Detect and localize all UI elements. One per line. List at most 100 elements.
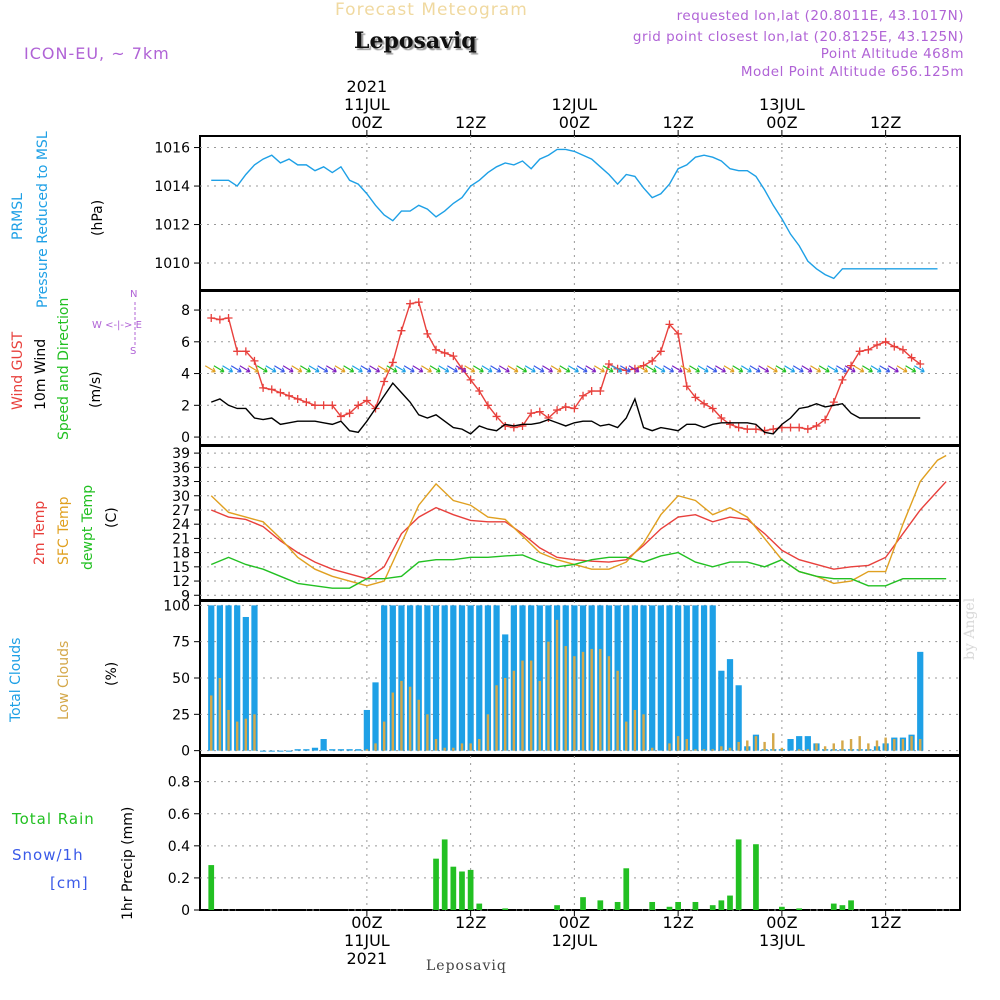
wind-direction-arrow — [870, 365, 882, 373]
total-cloud-bar — [476, 605, 483, 751]
gust-line-marker — [302, 398, 311, 407]
low-cloud-bar — [400, 680, 403, 751]
y-tick-label: 15 — [172, 560, 190, 576]
low-cloud-bar — [426, 714, 429, 751]
gust-line-marker — [674, 329, 683, 338]
low-cloud-bar — [841, 740, 844, 751]
wind-direction-arrow — [645, 365, 657, 373]
gust-line-marker — [708, 404, 717, 413]
low-cloud-bar — [382, 721, 386, 751]
low-cloud-bar — [443, 747, 446, 751]
gust-line-marker — [285, 391, 294, 400]
total-cloud-bar — [346, 749, 353, 751]
wind-direction-arrow — [256, 365, 268, 373]
gust-line-marker — [492, 412, 501, 421]
low-cloud-bar — [919, 739, 922, 751]
wind-direction-arrow — [317, 365, 329, 373]
total-cloud-bar — [700, 605, 708, 751]
wind-direction-arrow — [697, 365, 709, 373]
wind-direction-arrow — [472, 365, 484, 373]
wind-direction-arrow — [386, 365, 398, 373]
low-cloud-bar — [365, 749, 369, 751]
gust-line-marker — [855, 347, 864, 356]
gust-line-marker — [328, 401, 337, 410]
low-cloud-bar — [858, 736, 861, 751]
rain-bar — [476, 903, 483, 910]
low-cloud-bar — [555, 619, 559, 751]
wind-direction-arrow — [801, 365, 813, 373]
low-cloud-bar — [806, 749, 810, 751]
gust-line-marker — [535, 407, 544, 416]
y-tick-label: 18 — [172, 546, 190, 562]
y-tick-label: 1010 — [154, 256, 190, 272]
low-cloud-bar — [797, 749, 801, 751]
y-tick-label: 0.2 — [168, 871, 190, 887]
total-cloud-bar — [450, 605, 457, 751]
time-tick-label-bottom: 2021 — [347, 949, 388, 968]
y-tick-label: 9 — [181, 588, 190, 604]
wind-direction-arrow — [395, 365, 406, 373]
wind-direction-arrow — [239, 365, 251, 373]
compass-west-east: W <-|-> E — [92, 320, 142, 331]
low-cloud-bar — [720, 746, 723, 751]
time-tick-label-bottom: 00Z — [766, 913, 797, 932]
low-cloud-bar — [728, 747, 732, 751]
wind-direction-arrow — [222, 365, 234, 373]
wind-direction-arrow — [862, 365, 873, 373]
low-cloud-bar — [875, 740, 879, 751]
gust-line-marker — [604, 360, 613, 369]
y-tick-label: 27 — [172, 503, 190, 519]
rain-bar — [727, 895, 733, 910]
gust-line-marker — [267, 385, 276, 394]
wind-direction-arrow — [291, 365, 303, 373]
total-cloud-bar — [234, 605, 241, 751]
wind-direction-arrow — [827, 365, 839, 373]
time-tick-label-top: 00Z — [766, 113, 797, 132]
wind-direction-arrow — [455, 365, 467, 373]
gust-line-marker — [259, 383, 268, 392]
wind-direction-arrow — [568, 365, 579, 373]
y-tick-label: 30 — [172, 489, 190, 505]
wind-direction-arrow — [213, 365, 225, 373]
gust-line-marker — [397, 326, 406, 335]
y-tick-label: 33 — [172, 475, 190, 491]
wind-direction-arrow — [654, 365, 666, 373]
wind-direction-arrow — [274, 365, 285, 373]
y-tick-label: 12 — [172, 574, 190, 590]
y-tick-label: 75 — [172, 635, 190, 651]
low-cloud-bar — [625, 721, 628, 751]
wind-direction-arrow — [818, 365, 830, 373]
panel-frame — [199, 135, 961, 291]
wind-panel: 0 2 4 6 8 — [181, 290, 961, 446]
wind-direction-arrow — [619, 365, 631, 373]
rain-bar — [450, 866, 457, 910]
precip-panel: 0 0.2 0.4 0.6 0.8 — [168, 755, 961, 919]
y-tick-label: 1012 — [154, 218, 190, 234]
wind-direction-arrow — [507, 365, 519, 373]
wind-direction-arrow — [490, 365, 502, 373]
low-cloud-bar — [374, 743, 377, 751]
wind-direction-arrow — [749, 365, 761, 373]
gust-line-marker — [406, 299, 415, 308]
total-cloud-bar — [337, 749, 345, 751]
gust-line-marker — [388, 358, 397, 367]
low-cloud-bar — [581, 651, 585, 751]
gust-line-marker — [544, 414, 553, 423]
gust-line-marker — [233, 347, 242, 356]
low-cloud-bar — [893, 739, 896, 751]
low-cloud-bar — [754, 736, 758, 751]
time-tick-label-bottom: 00Z — [559, 913, 590, 932]
wind-direction-arrow — [637, 365, 649, 373]
y-tick-label: 21 — [172, 531, 190, 547]
wind-direction-arrow — [740, 365, 752, 373]
total-cloud-bar — [320, 739, 327, 751]
gust-line-marker — [215, 315, 224, 324]
wind-direction-arrow — [524, 365, 536, 373]
cloud-panel: 0 25 50 75 100 — [163, 598, 961, 760]
gust-line-marker — [639, 361, 648, 370]
gust-line-marker — [423, 329, 432, 338]
gust-line-marker — [648, 356, 657, 365]
total-cloud-bar — [735, 685, 742, 751]
wind-direction-arrow — [447, 365, 458, 373]
